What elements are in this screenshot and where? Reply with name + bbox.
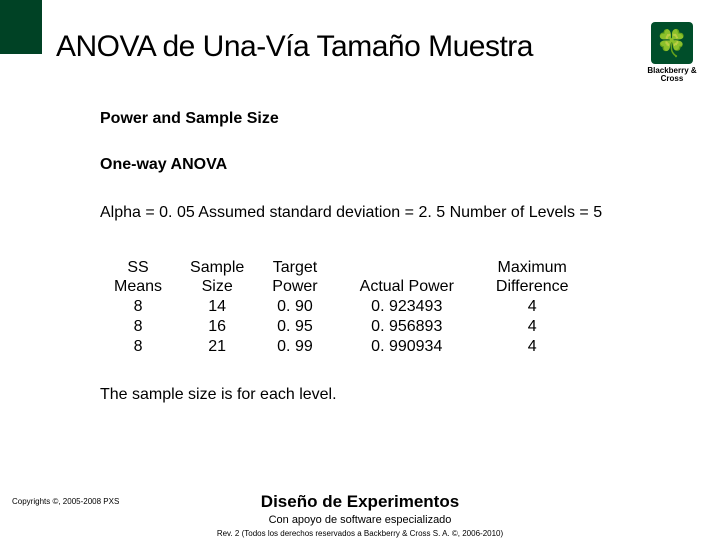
cell-size: 21: [176, 336, 258, 356]
cell-max: 4: [482, 296, 583, 316]
brand-logo: 🍀 Blackberry & Cross: [642, 22, 702, 82]
cell-actual: 0. 923493: [332, 296, 482, 316]
footer-revision: Rev. 2 (Todos los derechos reservados a …: [0, 529, 720, 538]
cell-max: 4: [482, 336, 583, 356]
table-row: 8 16 0. 95 0. 956893 4: [100, 316, 583, 336]
footer-subtitle: Con apoyo de software especializado: [0, 514, 720, 526]
col-ss-means: SS Means: [100, 258, 176, 296]
cell-actual: 0. 956893: [332, 316, 482, 336]
col-actual-power: Actual Power: [332, 258, 482, 296]
cell-target: 0. 90: [258, 296, 331, 316]
page-title: ANOVA de Una-Vía Tamaño Muestra: [56, 30, 533, 64]
params-text: Alpha = 0. 05 Assumed standard deviation…: [100, 204, 602, 221]
heading-anova: One-way ANOVA: [100, 156, 680, 174]
note-text: The sample size is for each level.: [100, 386, 680, 404]
cell-ss: 8: [100, 336, 176, 356]
col-max-diff: Maximum Difference: [482, 258, 583, 296]
cell-ss: 8: [100, 296, 176, 316]
cell-size: 16: [176, 316, 258, 336]
clover-icon: 🍀: [651, 22, 693, 64]
table-row: 8 14 0. 90 0. 923493 4: [100, 296, 583, 316]
footer-title: Diseño de Experimentos: [0, 492, 720, 512]
slide-content: Power and Sample Size One-way ANOVA Alph…: [100, 110, 680, 404]
cell-size: 14: [176, 296, 258, 316]
footer: Copyrights ©, 2005-2008 PXS Diseño de Ex…: [0, 485, 720, 540]
table-header-row: SS Means Sample Size Target Power Actual…: [100, 258, 583, 296]
cell-ss: 8: [100, 316, 176, 336]
col-target-power: Target Power: [258, 258, 331, 296]
left-accent-bar: [0, 0, 42, 54]
cell-actual: 0. 990934: [332, 336, 482, 356]
heading-power: Power and Sample Size: [100, 110, 680, 128]
brand-name: Blackberry & Cross: [642, 67, 702, 83]
col-sample-size: Sample Size: [176, 258, 258, 296]
results-table: SS Means Sample Size Target Power Actual…: [100, 258, 583, 356]
cell-target: 0. 95: [258, 316, 331, 336]
cell-target: 0. 99: [258, 336, 331, 356]
cell-max: 4: [482, 316, 583, 336]
table-row: 8 21 0. 99 0. 990934 4: [100, 336, 583, 356]
parameters-line: Alpha = 0. 05 Assumed standard deviation…: [100, 202, 680, 224]
